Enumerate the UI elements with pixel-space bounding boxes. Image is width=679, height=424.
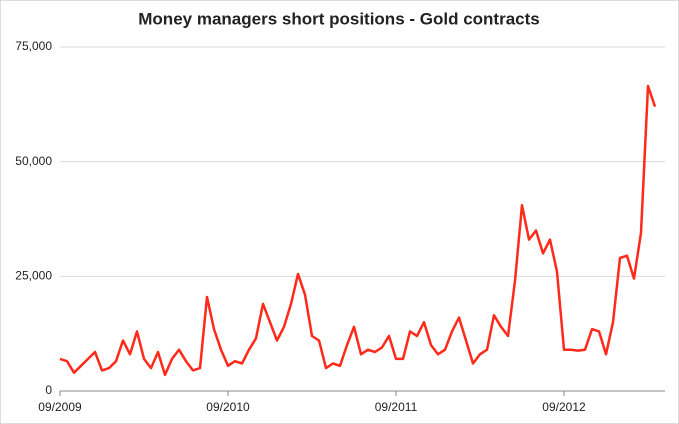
y-tick-label: 0	[45, 383, 52, 397]
y-tick-label: 75,000	[15, 39, 52, 53]
data-line	[59, 84, 657, 377]
y-tick-label: 25,000	[15, 269, 52, 283]
x-tick-label: 09/2011	[375, 400, 418, 414]
x-tick-label: 09/2009	[38, 400, 82, 414]
x-tick-label: 09/2012	[542, 400, 586, 414]
x-tick-label: 09/2010	[206, 400, 250, 414]
chart-title: Money managers short positions - Gold co…	[138, 9, 539, 28]
y-tick-label: 50,000	[15, 154, 52, 168]
